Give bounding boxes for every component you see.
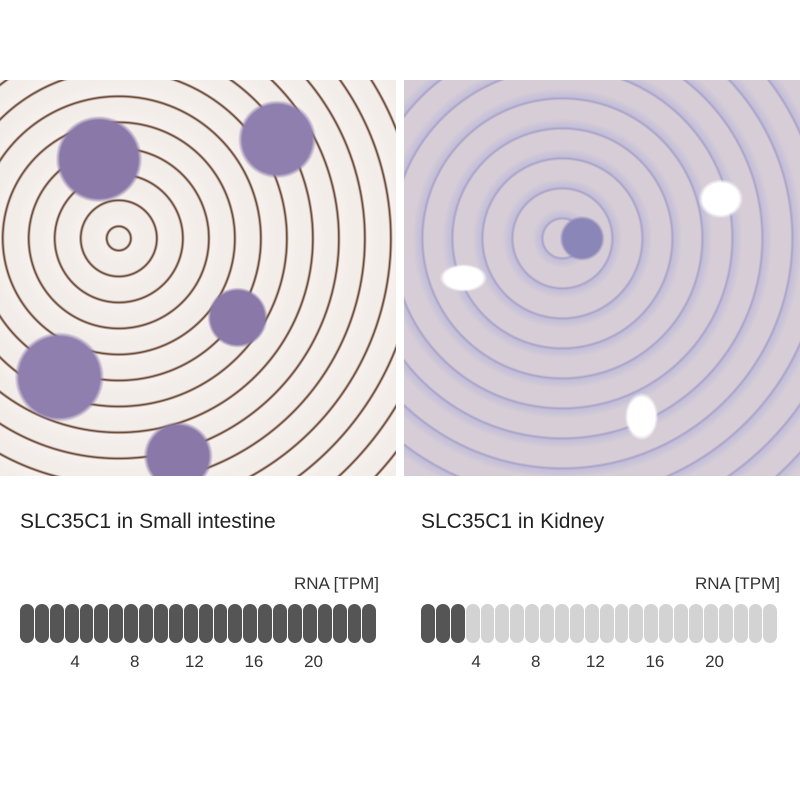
rna-bar-segment: [168, 604, 183, 643]
rna-bar-segment: [495, 604, 510, 643]
tick: 16: [645, 652, 665, 671]
rna-bar-segment: [228, 604, 243, 643]
rna-bar-segment: [243, 604, 258, 643]
small-intestine-tissue-image: [0, 80, 396, 476]
rna-bar-segment: [94, 604, 109, 643]
rna-bar-segment: [703, 604, 718, 643]
rna-bar-segment: [198, 604, 213, 643]
rna-bar-segment: [154, 604, 168, 643]
rna-bar-segment: [139, 604, 154, 643]
rna-bar-segment: [362, 604, 377, 643]
rna-bar-segment: [540, 604, 555, 643]
rna-bar-segment: [421, 604, 435, 643]
rna-bar-segment: [49, 604, 64, 643]
tick: 12: [585, 652, 605, 671]
rna-bar-segment: [20, 604, 34, 643]
rna-bar-segment: [109, 604, 124, 643]
rna-bar-segment: [34, 604, 49, 643]
rna-bar-segment: [763, 604, 778, 643]
rna-bar-segment: [718, 604, 733, 643]
rna-bar-segment: [302, 604, 317, 643]
rna-ticks-left: 4 8 12 16 20: [20, 652, 380, 674]
rna-bar-segment: [674, 604, 689, 643]
rna-bar-segment: [183, 604, 198, 643]
rna-bar-segment: [584, 604, 599, 643]
rna-bar-segment: [79, 604, 94, 643]
rna-bar-segment: [644, 604, 659, 643]
rna-label-left: RNA [TPM]: [293, 574, 379, 593]
tick: 20: [304, 652, 324, 671]
rna-bar-segment: [510, 604, 525, 643]
tick: 20: [705, 652, 725, 671]
rna-bar-segment: [733, 604, 748, 643]
rna-bar-segment: [288, 604, 302, 643]
tick: 8: [130, 652, 140, 671]
rna-bar-segment: [659, 604, 674, 643]
rna-bar-segment: [465, 604, 480, 643]
rna-bar-segment: [435, 604, 450, 643]
rna-bar-small-intestine: [20, 604, 377, 643]
rna-label-right: RNA [TPM]: [694, 574, 780, 593]
rna-bar-segment: [124, 604, 139, 643]
rna-bar-segment: [629, 604, 644, 643]
rna-bar-kidney: [421, 604, 778, 643]
rna-bar-segment: [689, 604, 703, 643]
rna-bar-segment: [599, 604, 614, 643]
rna-bar-segment: [614, 604, 629, 643]
rna-bar-segment: [450, 604, 465, 643]
tick: 4: [70, 652, 80, 671]
rna-bar-segment: [258, 604, 273, 643]
tick: 4: [471, 652, 481, 671]
rna-bar-segment: [555, 604, 569, 643]
kidney-tissue-image: [404, 80, 800, 476]
rna-bar-segment: [332, 604, 347, 643]
rna-bar-segment: [525, 604, 540, 643]
rna-bar-segment: [347, 604, 362, 643]
caption-small-intestine: SLC35C1 in Small intestine: [20, 510, 276, 533]
rna-ticks-right: 4 8 12 16 20: [421, 652, 781, 674]
rna-bar-segment: [748, 604, 763, 643]
tick: 8: [531, 652, 541, 671]
rna-bar-segment: [64, 604, 79, 643]
rna-bar-segment: [569, 604, 584, 643]
rna-bar-segment: [213, 604, 228, 643]
tick: 12: [184, 652, 204, 671]
rna-bar-segment: [480, 604, 495, 643]
caption-kidney: SLC35C1 in Kidney: [421, 510, 605, 533]
rna-bar-segment: [273, 604, 288, 643]
rna-bar-segment: [317, 604, 332, 643]
tick: 16: [244, 652, 264, 671]
